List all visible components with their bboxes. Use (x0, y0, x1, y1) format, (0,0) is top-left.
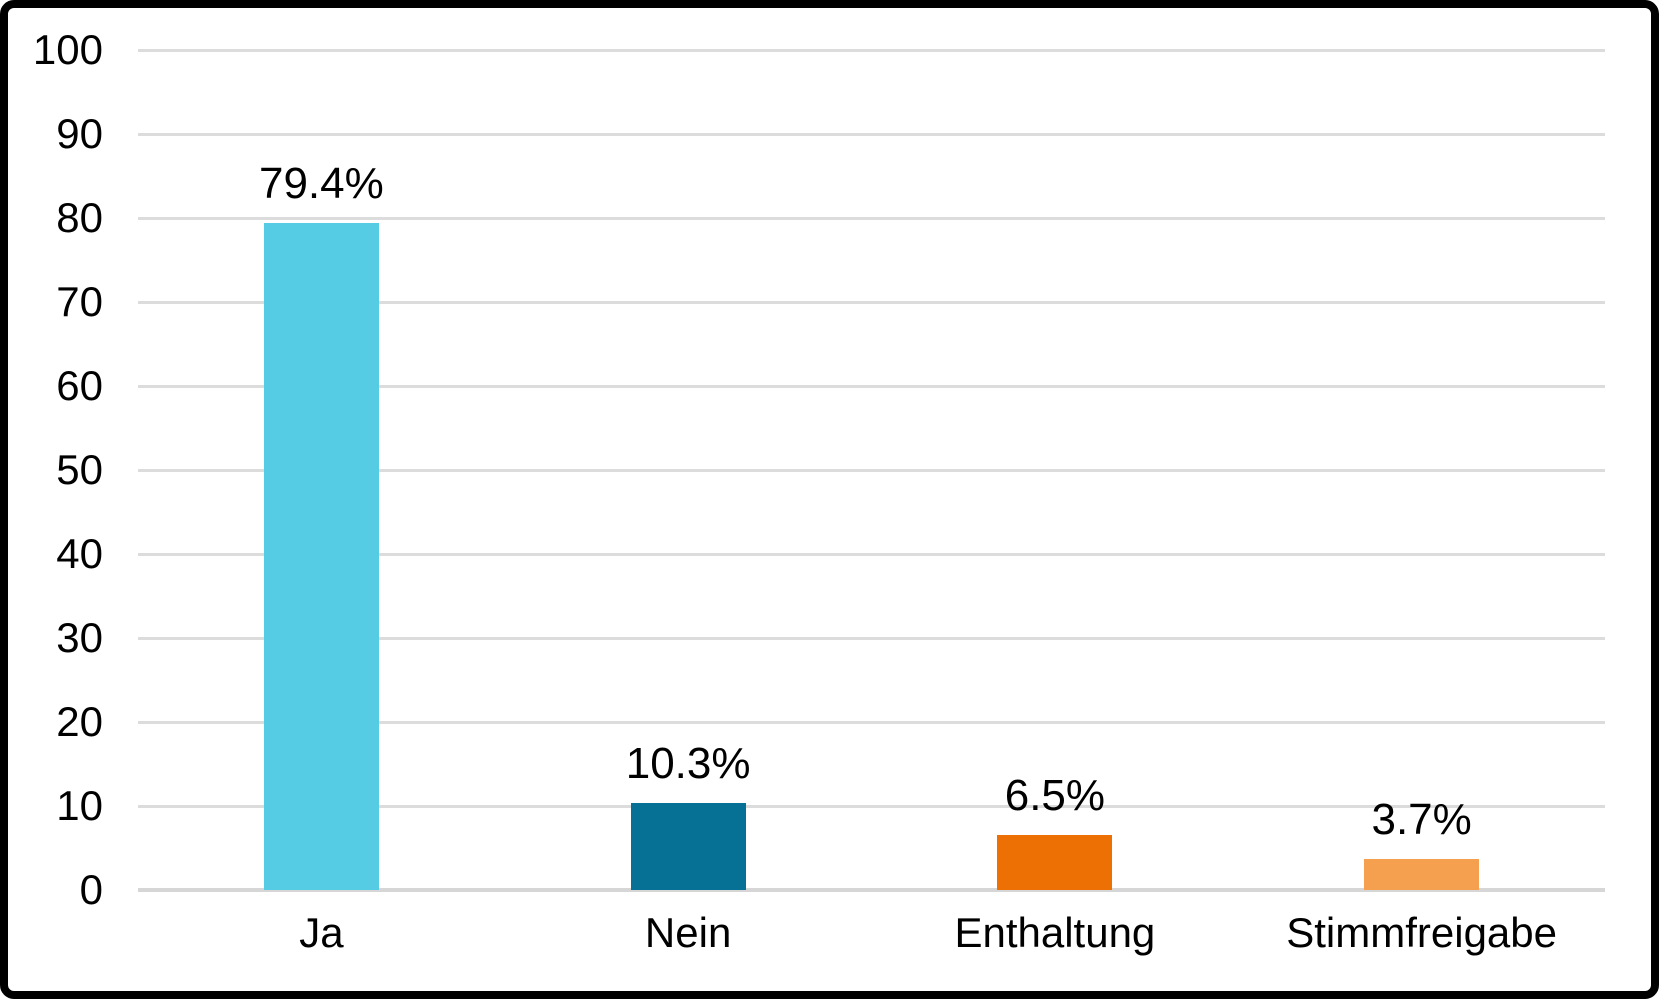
y-tick-label-70: 70 (56, 278, 103, 325)
y-tick-label-40: 40 (56, 530, 103, 577)
gridline-50 (138, 469, 1605, 472)
y-tick-label-10: 10 (56, 782, 103, 829)
gridline-80 (138, 217, 1605, 220)
y-tick-label-60: 60 (56, 362, 103, 409)
y-tick-label-100: 100 (32, 26, 103, 73)
y-tick-label-90: 90 (56, 110, 103, 157)
y-tick-label-30: 30 (56, 614, 103, 661)
gridline-20 (138, 721, 1605, 724)
y-tick-label-0: 0 (79, 866, 103, 913)
gridline-40 (138, 553, 1605, 556)
bar-value-label-stimmfreigabe: 3.7% (1371, 794, 1472, 844)
gridline-60 (138, 385, 1605, 388)
y-tick-label-50: 50 (56, 446, 103, 493)
y-tick-label-80: 80 (56, 194, 103, 241)
bar-value-label-nein: 10.3% (625, 739, 751, 789)
gridline-70 (138, 301, 1605, 304)
x-axis-label-ja: Ja (299, 909, 344, 956)
bar-stimmfreigabe (1364, 858, 1480, 890)
gridline-90 (138, 133, 1605, 136)
x-axis-label-stimmfreigabe: Stimmfreigabe (1286, 909, 1557, 956)
bar-value-label-ja: 79.4% (258, 159, 384, 209)
x-axis-label-enthaltung: Enthaltung (954, 909, 1156, 956)
gridline-30 (138, 637, 1605, 640)
x-axis-label-nein: Nein (644, 909, 732, 956)
gridline-100 (138, 49, 1605, 52)
bar-nein (630, 803, 746, 890)
y-tick-label-20: 20 (56, 698, 103, 745)
bar-enthaltung (997, 835, 1113, 890)
bar-ja (263, 223, 379, 890)
gridline-0 (138, 888, 1605, 892)
gridline-10 (138, 805, 1605, 808)
bar-value-label-enthaltung: 6.5% (1004, 771, 1106, 821)
